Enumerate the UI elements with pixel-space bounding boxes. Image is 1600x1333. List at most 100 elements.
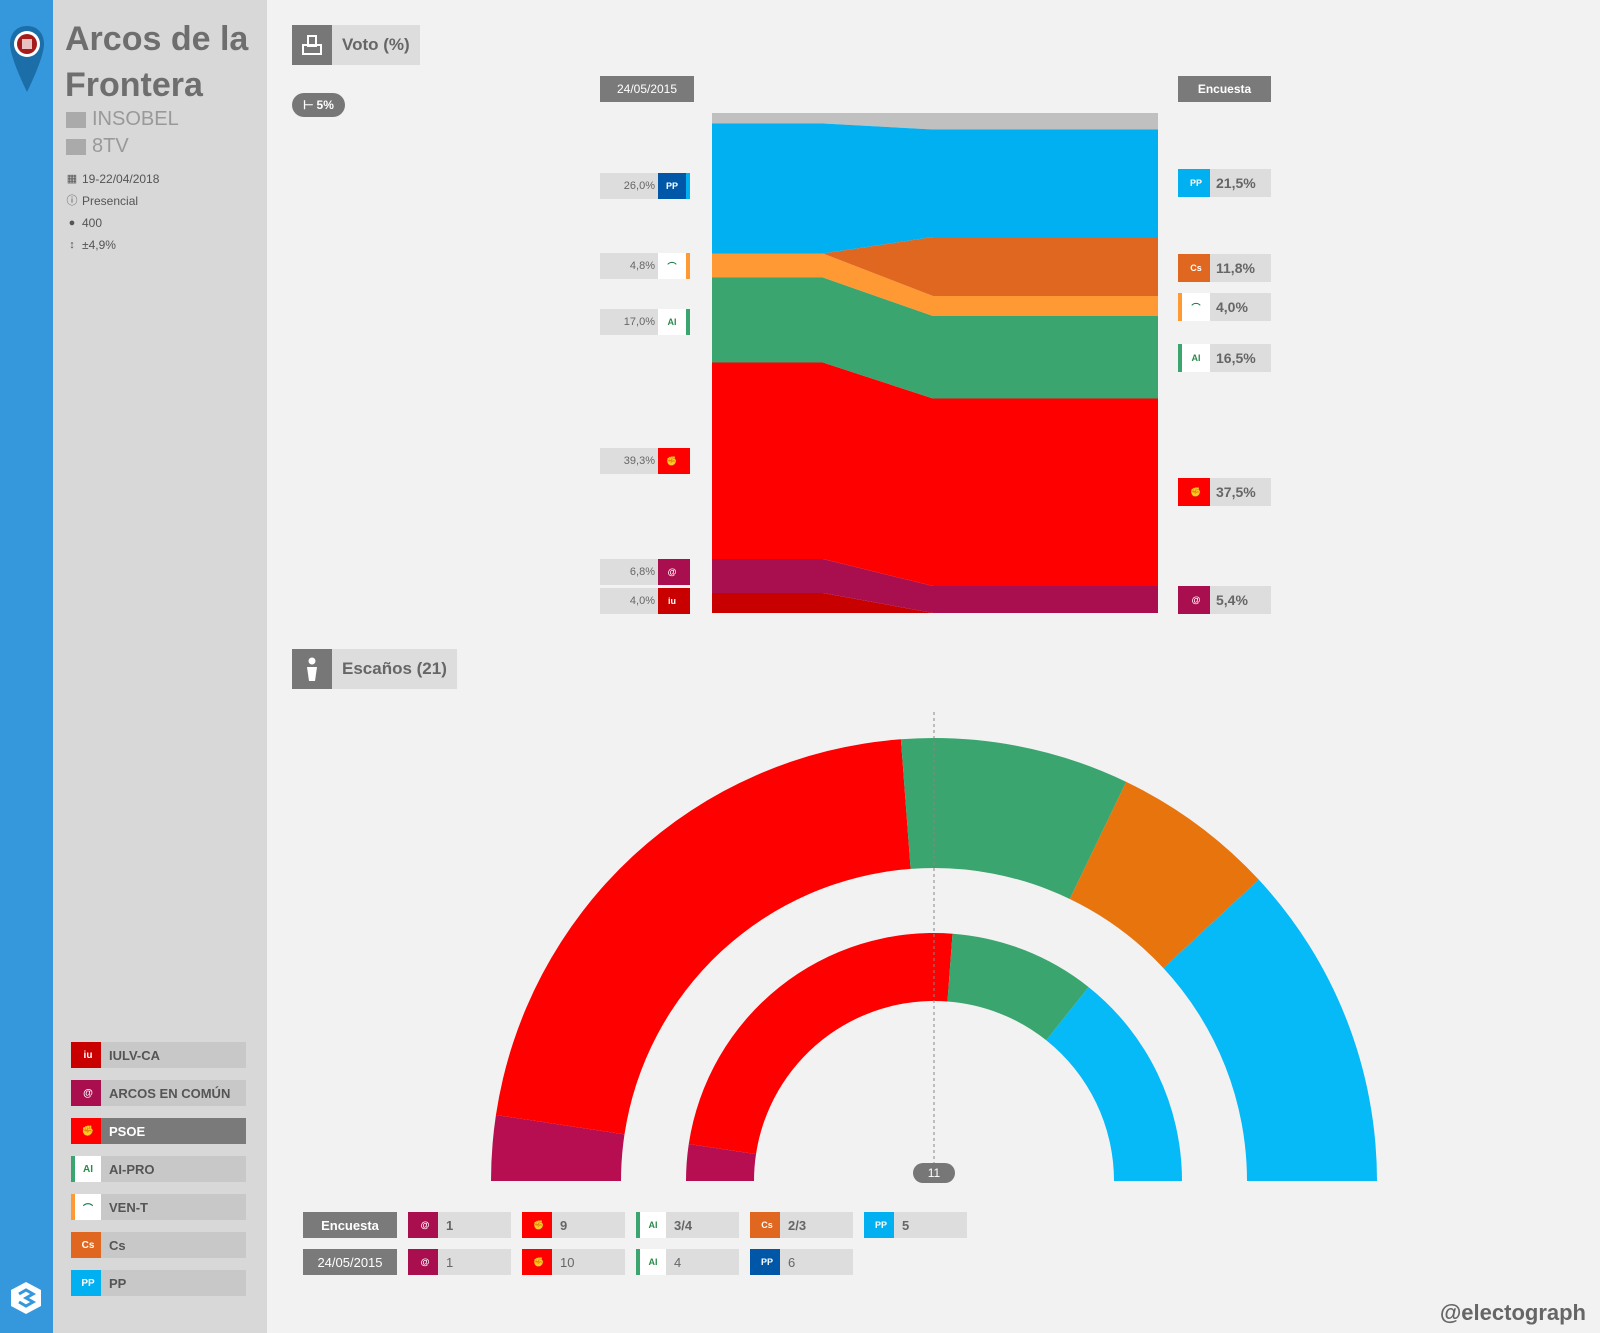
aipro-logo-icon: AI [75, 1156, 101, 1182]
seat-value: 1 [446, 1254, 454, 1270]
party-color-bar [864, 1212, 868, 1238]
seat-cell: Cs 2/3 [750, 1212, 853, 1238]
value-text: 26,0% [600, 173, 658, 199]
psoe-logo-icon: ✊ [1182, 478, 1210, 506]
legend-item[interactable]: ⌒ VEN-T [71, 1194, 246, 1220]
value-text: 21,5% [1210, 169, 1271, 197]
psoe-logo-icon: ✊ [75, 1118, 101, 1144]
data-label-2015: 39,3% ✊ [600, 448, 695, 474]
hemicycle-segment [686, 1144, 757, 1181]
location-pin-icon [10, 26, 44, 92]
party-color-bar [71, 1080, 75, 1106]
threshold-icon: ⊢ [303, 98, 314, 112]
seats-row-label: Encuesta [303, 1212, 397, 1238]
seat-cell: ✊ 10 [522, 1249, 625, 1275]
legend-item[interactable]: Cs Cs [71, 1232, 246, 1258]
legend-item[interactable]: PP PP [71, 1270, 246, 1296]
sample-size: ● 400 [66, 216, 102, 230]
hemicycle-segment [947, 933, 1089, 1041]
party-color-bar [1178, 344, 1182, 372]
pollster-name: INSOBEL [92, 108, 179, 130]
swirl-logo-icon: @ [412, 1212, 438, 1238]
party-color-bar [408, 1212, 412, 1238]
data-label-2015: 6,8% @ [600, 559, 695, 585]
seat-cell: AI 4 [636, 1249, 739, 1275]
method-text: Presencial [82, 194, 139, 208]
party-color-bar [686, 559, 690, 585]
date-text: 19-22/04/2018 [82, 172, 160, 186]
party-color-bar [522, 1212, 526, 1238]
value-text: 4,8% [600, 253, 658, 279]
area-band [712, 237, 1158, 296]
legend-label: PSOE [109, 1123, 146, 1139]
area-band [712, 253, 1158, 316]
party-color-bar [636, 1249, 640, 1275]
media-name: 8TV [92, 135, 129, 157]
pp-logo-icon: PP [1182, 169, 1210, 197]
seat-cell: @1 [408, 1249, 511, 1275]
value-text: 4,0% [600, 588, 658, 614]
value-text: 17,0% [600, 309, 658, 335]
legend-label: Cs [109, 1237, 126, 1253]
party-color-bar [686, 253, 690, 279]
people-icon: ● [68, 216, 76, 229]
data-label-poll: Cs 11,8% [1178, 254, 1271, 282]
data-label-2015: 4,8% ⌒ [600, 253, 695, 279]
vote-section-title: Voto (%) [332, 25, 420, 65]
iu-logo-icon: iu [75, 1042, 101, 1068]
seat-value: 10 [560, 1254, 575, 1270]
pp-logo-icon: PP [658, 173, 686, 199]
hemicycle-segment [688, 932, 953, 1155]
party-color-bar [686, 173, 690, 199]
vent-logo-icon: ⌒ [658, 253, 686, 279]
newspaper-icon [66, 138, 86, 155]
seats-row-label: 24/05/2015 [303, 1249, 397, 1275]
value-text: 16,5% [1210, 344, 1271, 372]
threshold-badge: ⊢ 5% [292, 93, 345, 117]
party-color-bar [686, 309, 690, 335]
seat-value: 1 [446, 1217, 454, 1233]
sample-text: 400 [82, 216, 103, 230]
legend-label: IULV-CA [109, 1047, 161, 1063]
swirl-logo-icon: @ [1182, 586, 1210, 614]
cs-logo-icon: Cs [754, 1212, 780, 1238]
swirl-logo-icon: @ [658, 559, 686, 585]
psoe-logo-icon: ✊ [526, 1249, 552, 1275]
party-color-bar [636, 1212, 640, 1238]
pp-logo-icon: PP [868, 1212, 894, 1238]
data-label-poll: ✊ 37,5% [1178, 478, 1271, 506]
area-band [712, 593, 1158, 613]
party-color-bar [1178, 586, 1182, 614]
fieldwork-date: ▦ 19-22/04/2018 [66, 172, 160, 186]
aipro-logo-icon: AI [658, 309, 686, 335]
majority-badge: 11 [913, 1163, 955, 1183]
party-color-bar [1178, 254, 1182, 282]
party-color-bar [750, 1212, 754, 1238]
psoe-logo-icon: ✊ [526, 1212, 552, 1238]
seat-cell: PP 5 [864, 1212, 967, 1238]
seat-value: 6 [788, 1254, 796, 1270]
psoe-logo-icon: ✊ [658, 448, 686, 474]
legend-label: VEN-T [109, 1199, 148, 1215]
threshold-value: 5% [316, 98, 334, 112]
legend-item[interactable]: @ ARCOS EN COMÚN [71, 1080, 246, 1106]
legend-item[interactable]: ✊ PSOE [71, 1118, 246, 1144]
aipro-logo-icon: AI [640, 1212, 666, 1238]
aipro-logo-icon: AI [1182, 344, 1210, 372]
value-text: 5,4% [1210, 586, 1271, 614]
brand-strip [0, 0, 53, 1333]
legend-item[interactable]: AI AI-PRO [71, 1156, 246, 1182]
seat-cell: @1 [408, 1212, 511, 1238]
page-title: Arcos de la Frontera [65, 20, 249, 104]
seat-cell: AI 3/4 [636, 1212, 739, 1238]
vent-logo-icon: ⌒ [1182, 293, 1210, 321]
building-icon [66, 111, 86, 128]
seats-section-header: Escaños (21) [292, 649, 457, 689]
vote-area-chart [712, 113, 1158, 613]
footer-handle: @electograph [1439, 1300, 1586, 1325]
data-label-2015: 4,0% iu [600, 588, 695, 614]
data-label-poll: @5,4% [1178, 586, 1271, 614]
vote-section-header: Voto (%) [292, 25, 420, 65]
legend-item[interactable]: iu IULV-CA [71, 1042, 246, 1068]
